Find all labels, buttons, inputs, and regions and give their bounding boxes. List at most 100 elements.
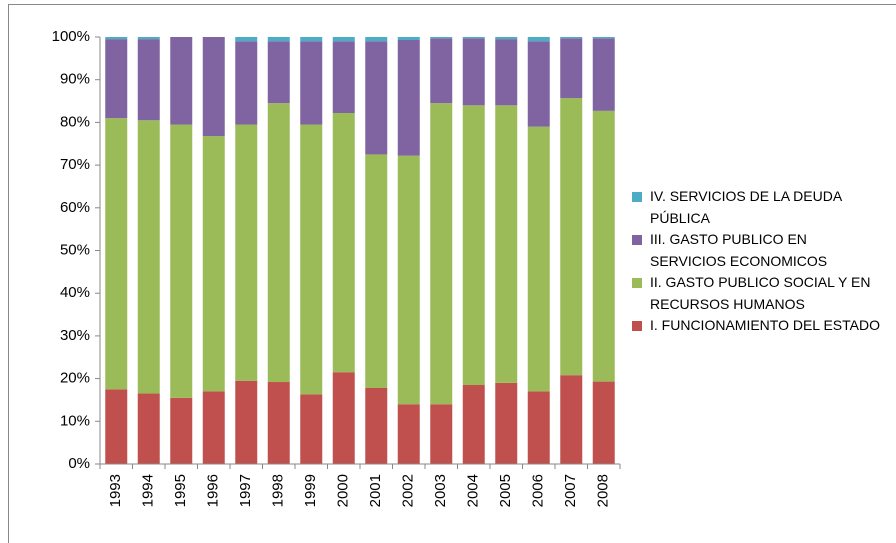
bar-segment <box>300 37 323 42</box>
y-tick-label: 20% <box>60 370 90 387</box>
bar-segment <box>527 391 550 464</box>
bar-segment <box>430 37 453 39</box>
x-tick-label: 2008 <box>595 474 612 507</box>
bar-segment <box>170 397 193 464</box>
y-tick-label: 70% <box>60 156 90 173</box>
legend-swatch <box>632 278 642 288</box>
bar-segment <box>235 124 258 381</box>
bar-segment <box>495 105 518 383</box>
bar-segment <box>495 37 518 40</box>
bar-segment <box>267 41 290 104</box>
legend-label: II. GASTO PUBLICO SOCIAL Y EN RECURSOS H… <box>650 274 871 312</box>
x-tick-label: 2006 <box>530 474 547 507</box>
bar-segment <box>267 382 290 464</box>
y-tick-label: 80% <box>60 113 90 130</box>
bar-segment <box>137 393 160 464</box>
bar-segment <box>397 37 420 40</box>
legend-label: I. FUNCIONAMIENTO DEL ESTADO <box>650 317 880 333</box>
bar-segment <box>365 37 388 42</box>
x-tick-label: 1999 <box>302 474 319 507</box>
bar-segment <box>495 39 518 106</box>
bar-segment <box>300 394 323 464</box>
bar-segment <box>527 37 550 42</box>
bar-segment <box>235 37 258 42</box>
bar-segment <box>202 136 225 392</box>
bar-segment <box>267 37 290 42</box>
x-tick-label: 1994 <box>140 474 157 507</box>
x-tick-label: 1998 <box>270 474 287 507</box>
bar-segment <box>462 385 485 464</box>
bar-segment <box>462 105 485 386</box>
bar-segment <box>397 155 420 405</box>
bar-segment <box>332 37 355 42</box>
x-tick-label: 1995 <box>172 474 189 507</box>
x-tick-label: 2003 <box>432 474 449 507</box>
bar-segment <box>397 39 420 156</box>
bar-segment <box>105 37 128 40</box>
bar-segment <box>365 41 388 155</box>
bar-segment <box>560 98 583 376</box>
x-tick-label: 1997 <box>237 474 254 507</box>
bar-segment <box>592 37 615 39</box>
bar-segment <box>560 38 583 99</box>
bar-segment <box>495 382 518 464</box>
bar-segment <box>462 38 485 106</box>
x-tick-label: 2001 <box>367 474 384 507</box>
bar-segment <box>267 103 290 383</box>
legend-swatch <box>632 321 642 331</box>
y-tick-label: 60% <box>60 199 90 216</box>
legend-item: III. GASTO PUBLICO EN SERVICIOS ECONOMIC… <box>632 229 882 272</box>
bar-segment <box>430 38 453 104</box>
bar-segment <box>332 372 355 464</box>
bar-segment <box>137 37 160 40</box>
bar-segment <box>332 113 355 373</box>
bar-segment <box>430 404 453 464</box>
chart-frame <box>8 4 896 543</box>
bar-segment <box>365 154 388 388</box>
bar-segment <box>105 389 128 464</box>
legend-label: III. GASTO PUBLICO EN SERVICIOS ECONOMIC… <box>650 231 828 269</box>
bar-segment <box>527 126 550 392</box>
bar-segment <box>592 381 615 464</box>
y-tick-label: 40% <box>60 284 90 301</box>
y-tick-label: 0% <box>68 455 90 472</box>
bar-segment <box>105 39 128 119</box>
x-tick-label: 2002 <box>400 474 417 507</box>
bar-segment <box>592 38 615 111</box>
x-tick-label: 1993 <box>107 474 124 507</box>
bar-segment <box>202 391 225 464</box>
y-tick-label: 30% <box>60 327 90 344</box>
x-tick-label: 1996 <box>205 474 222 507</box>
bar-segment <box>592 110 615 382</box>
bar-segment <box>300 124 323 395</box>
legend-swatch <box>632 192 642 202</box>
bar-segment <box>430 103 453 405</box>
bar-segment <box>170 124 193 398</box>
x-tick-label: 2000 <box>335 474 352 507</box>
legend-label: IV. SERVICIOS DE LA DEUDA PÚBLICA <box>650 188 842 226</box>
bar-segment <box>137 39 160 121</box>
bar-segment <box>332 41 355 114</box>
y-tick-label: 10% <box>60 412 90 429</box>
legend-item: II. GASTO PUBLICO SOCIAL Y EN RECURSOS H… <box>632 272 882 315</box>
bar-segment <box>560 37 583 39</box>
x-tick-label: 2005 <box>497 474 514 507</box>
bar-segment <box>105 118 128 390</box>
y-tick-label: 100% <box>52 28 90 45</box>
x-tick-label: 2004 <box>465 474 482 507</box>
legend-item: I. FUNCIONAMIENTO DEL ESTADO <box>632 315 882 337</box>
bar-segment <box>462 37 485 39</box>
y-tick-label: 50% <box>60 241 90 258</box>
x-tick-label: 2007 <box>562 474 579 507</box>
bar-segment <box>300 41 323 125</box>
bar-segment <box>560 375 583 464</box>
bar-segment <box>527 41 550 127</box>
legend: IV. SERVICIOS DE LA DEUDA PÚBLICA III. GA… <box>632 186 882 337</box>
legend-swatch <box>632 235 642 245</box>
bar-segment <box>137 120 160 394</box>
legend-item: IV. SERVICIOS DE LA DEUDA PÚBLICA <box>632 186 882 229</box>
bar-segment <box>170 37 193 125</box>
y-tick-label: 90% <box>60 71 90 88</box>
